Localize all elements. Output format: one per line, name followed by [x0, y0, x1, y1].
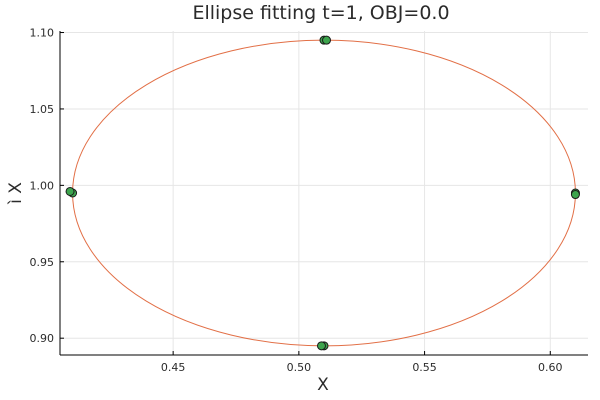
- y-tick-label: 1.00: [30, 179, 55, 192]
- data-point: [65, 186, 75, 196]
- x-tick-label: 0.45: [161, 361, 186, 374]
- y-tick-label: 1.10: [30, 27, 55, 40]
- y-axis-label: ì X: [6, 182, 26, 205]
- plot-area: [65, 35, 580, 351]
- y-tick-label: 0.95: [30, 256, 55, 269]
- tick-labels: 0.45 0.50 0.55 0.60 0.90 0.95 1.00 1.05 1.10: [30, 27, 563, 374]
- x-tick-label: 0.55: [412, 361, 437, 374]
- y-tick-label: 0.90: [30, 332, 55, 345]
- fitted-ellipse: [72, 39, 576, 347]
- axes: [59, 31, 588, 356]
- data-point: [570, 190, 580, 200]
- data-point: [316, 341, 326, 351]
- y-tick-label: 1.05: [30, 103, 55, 116]
- data-point: [322, 35, 332, 45]
- grid: [60, 31, 588, 355]
- x-axis-label: X: [317, 375, 329, 395]
- x-tick-label: 0.50: [287, 361, 312, 374]
- x-tick-label: 0.60: [538, 361, 563, 374]
- chart-title: Ellipse fitting t=1, OBJ=0.0: [192, 2, 449, 24]
